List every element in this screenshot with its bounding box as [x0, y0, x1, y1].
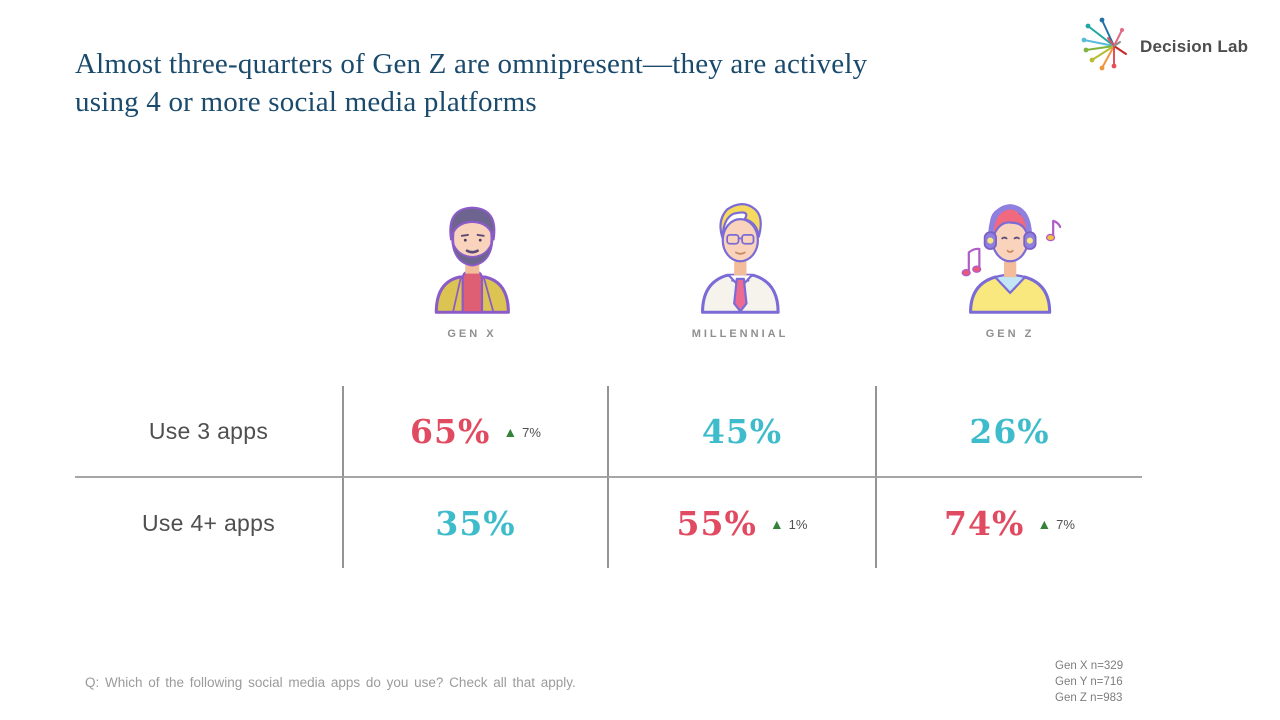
cell-use3-genz: 26% — [875, 386, 1142, 478]
music-note-icon-left — [961, 247, 982, 277]
value-use4-genz: 74% — [944, 503, 1025, 543]
row-label-use-4plus-apps: Use 4+ apps — [141, 509, 276, 536]
up-triangle-icon: ▲ — [1037, 516, 1052, 532]
value-use3-genx: 65% — [410, 411, 491, 451]
millennial-label: MILLENNIAL — [691, 328, 789, 340]
logo-text: Decision Lab — [1140, 36, 1249, 56]
persona-gen-z: GEN Z — [930, 198, 1090, 340]
gen-z-avatar — [961, 204, 1062, 314]
sample-size-gen-x: Gen X n=329 — [1055, 660, 1124, 672]
cell-use3-millennial: 45% — [607, 386, 875, 478]
delta-use4-genz: ▲ 7% — [1037, 516, 1075, 532]
millennial-avatar — [700, 203, 780, 314]
sample-size-gen-y: Gen Y n=716 — [1055, 676, 1123, 688]
usage-table: Use 3 apps 65% ▲ 7% 45% 26% Use 4+ apps … — [75, 386, 1142, 568]
cell-use4-genz: 74% ▲ 7% — [875, 478, 1142, 568]
decision-lab-logo: Decision Lab — [1078, 16, 1248, 77]
gen-x-label: GEN X — [447, 328, 497, 340]
sample-size-gen-z: Gen Z n=983 — [1055, 692, 1123, 704]
up-triangle-icon: ▲ — [769, 516, 784, 532]
logo-burst-icon — [1078, 16, 1136, 77]
row-label-use-3-apps: Use 3 apps — [75, 386, 342, 478]
up-triangle-icon: ▲ — [503, 424, 518, 440]
gen-x-avatar — [434, 206, 510, 314]
gen-z-label: GEN Z — [985, 328, 1035, 340]
delta-use4-millennial: ▲ 1% — [769, 516, 808, 532]
value-use4-genx: 35% — [435, 503, 516, 543]
value-use4-millennial: 55% — [676, 503, 757, 543]
slide-title: Almost three-quarters of Gen Z are omnip… — [75, 46, 1055, 121]
cell-use4-millennial: 55% ▲ 1% — [607, 478, 875, 568]
music-note-icon-right — [1045, 219, 1062, 242]
sample-sizes: Gen X n=329 Gen Y n=716 Gen Z n=983 — [1055, 658, 1123, 706]
slide-title-line1: Almost three-quarters of Gen Z are omnip… — [75, 48, 868, 80]
cell-use4-genx: 35% — [342, 478, 607, 568]
survey-question: Q: Which of the following social media a… — [85, 675, 576, 690]
slide-title-line2: using 4 or more social media platforms — [75, 85, 537, 118]
delta-use3-genx: ▲ 7% — [503, 424, 541, 440]
headphones-icon — [983, 231, 1037, 250]
value-use3-genz: 26% — [969, 411, 1050, 451]
persona-gen-x: GEN X — [392, 198, 552, 340]
cell-use3-genx: 65% ▲ 7% — [342, 386, 607, 478]
value-use3-millennial: 45% — [701, 411, 783, 451]
persona-millennial: MILLENNIAL — [660, 198, 820, 340]
